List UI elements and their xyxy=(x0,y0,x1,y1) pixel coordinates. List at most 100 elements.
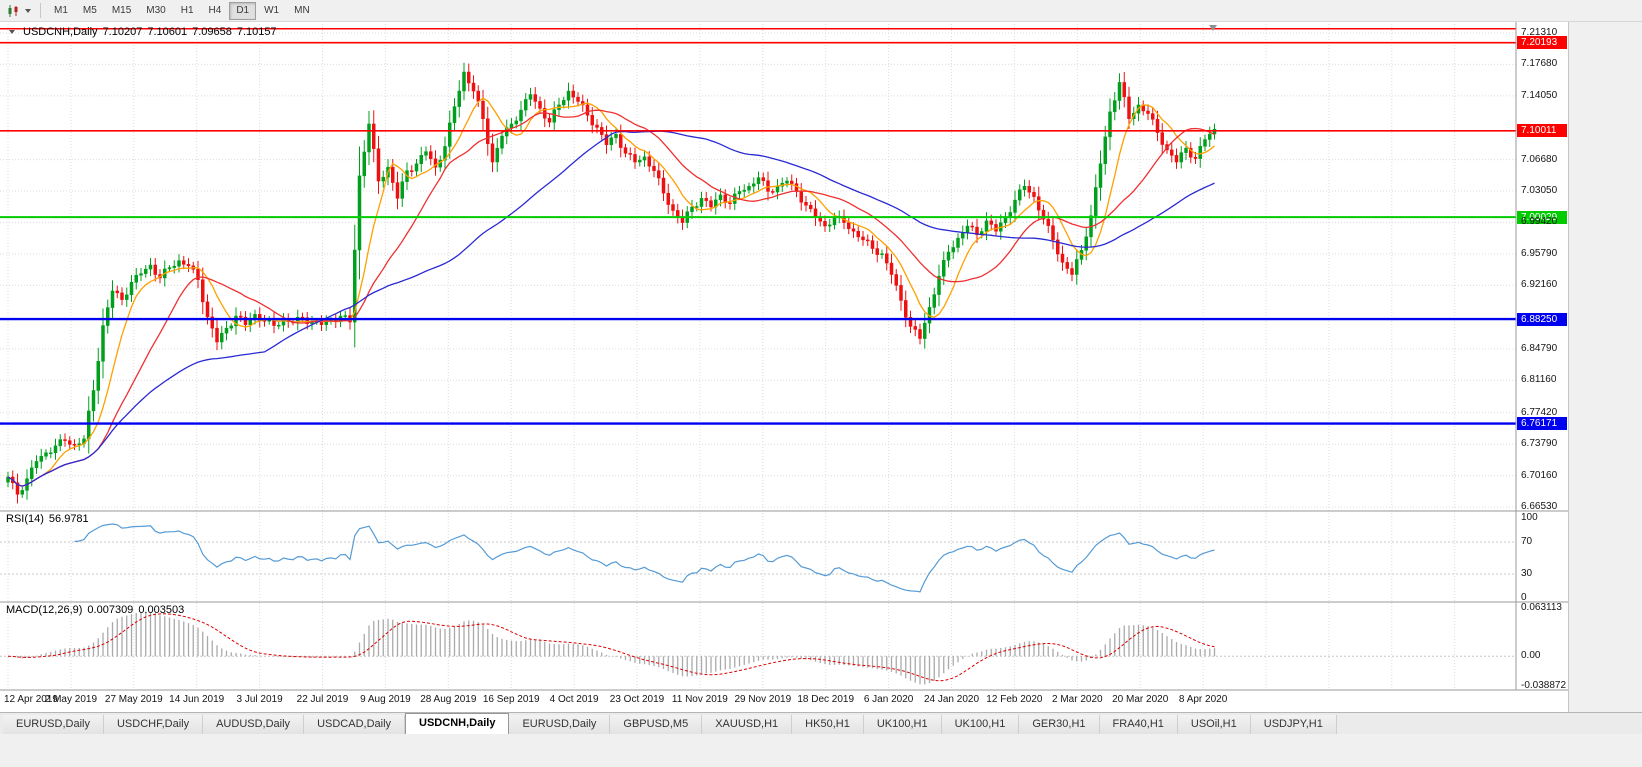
timeframe-button-mn[interactable]: MN xyxy=(287,2,317,20)
candle-body xyxy=(490,143,495,163)
candle-body xyxy=(167,267,172,270)
candle-body xyxy=(177,260,181,267)
candle-body xyxy=(661,177,666,194)
timeframe-button-w1[interactable]: W1 xyxy=(257,2,286,20)
candle-body xyxy=(737,191,742,195)
candle-body xyxy=(576,96,580,102)
candle-body xyxy=(604,134,609,145)
timeframe-button-m30[interactable]: M30 xyxy=(139,2,172,20)
candle-body xyxy=(1170,149,1174,156)
candle-body xyxy=(1032,192,1036,197)
candle-body xyxy=(153,264,157,275)
candle-body xyxy=(609,137,613,145)
candle-body xyxy=(894,274,898,286)
candle-body xyxy=(1046,218,1050,226)
candle-body xyxy=(908,317,913,327)
candle-body xyxy=(885,253,889,264)
candle-body xyxy=(861,236,865,241)
chart-tab-eurusd-daily[interactable]: EURUSD,Daily xyxy=(509,715,611,734)
candle-body xyxy=(144,268,148,274)
high-value: 7.10601 xyxy=(147,26,188,38)
chart-tab-audusd-daily[interactable]: AUDUSD,Daily xyxy=(203,715,305,734)
candle-body xyxy=(538,101,542,109)
candle-body xyxy=(771,191,775,193)
candle-body xyxy=(381,176,385,182)
chart-tab-usoil-h1[interactable]: USOil,H1 xyxy=(1177,715,1251,734)
candle-body xyxy=(68,440,72,445)
chart-tab-uk100-h1[interactable]: UK100,H1 xyxy=(941,715,1020,734)
candle-body xyxy=(1051,225,1055,241)
candle-body xyxy=(457,90,461,107)
candle-body xyxy=(110,290,115,308)
timeframe-button-m1[interactable]: M1 xyxy=(47,2,75,20)
candle-body xyxy=(752,183,756,187)
chart-tab-ger30-h1[interactable]: GER30,H1 xyxy=(1019,715,1100,734)
chart-tab-usdcnh-daily[interactable]: USDCNH,Daily xyxy=(405,713,510,734)
candle-body xyxy=(1018,189,1022,201)
timeframe-button-d1[interactable]: D1 xyxy=(229,1,257,20)
candle-body xyxy=(638,159,642,163)
candle-body xyxy=(509,123,514,128)
toolbar-separator xyxy=(40,3,41,18)
candle-body xyxy=(889,262,894,275)
candle-body xyxy=(571,90,575,98)
candle-body xyxy=(1160,132,1164,145)
candle-body xyxy=(277,324,281,327)
chart-tab-usdcad-daily[interactable]: USDCAD,Daily xyxy=(304,715,406,734)
candle-body xyxy=(514,120,518,125)
candle-body xyxy=(1022,185,1027,191)
chart-tab-gbpusd-m5[interactable]: GBPUSD,M5 xyxy=(610,715,703,734)
candle-body xyxy=(1084,236,1088,251)
candle-body xyxy=(376,148,381,182)
candle-body xyxy=(63,439,67,441)
chart-tab-uk100-h1[interactable]: UK100,H1 xyxy=(863,715,942,734)
candle-body xyxy=(96,361,100,391)
candle-body xyxy=(201,279,205,303)
candle-body xyxy=(120,292,124,300)
candle-body xyxy=(775,185,780,193)
timeframe-button-h4[interactable]: H4 xyxy=(202,2,229,20)
candle-body xyxy=(196,269,200,280)
candle-body xyxy=(652,165,656,171)
chart-tab-fra40-h1[interactable]: FRA40,H1 xyxy=(1099,715,1178,734)
chart-tab-usdjpy-h1[interactable]: USDJPY,H1 xyxy=(1250,715,1337,734)
chart-tab-xauusd-h1[interactable]: XAUUSD,H1 xyxy=(702,715,793,734)
candle-body xyxy=(353,249,357,323)
chart-tab-eurusd-daily[interactable]: EURUSD,Daily xyxy=(3,715,104,734)
candle-body xyxy=(614,134,618,139)
candle-body xyxy=(1203,139,1207,147)
timeframe-button-h1[interactable]: H1 xyxy=(174,2,201,20)
candle-body xyxy=(628,153,632,155)
candle-body xyxy=(448,122,452,147)
candle-body xyxy=(248,319,252,325)
candle-body xyxy=(590,115,594,126)
timeframe-button-m5[interactable]: M5 xyxy=(76,2,104,20)
candle-body xyxy=(923,322,927,339)
chart-type-dropdown-icon[interactable] xyxy=(25,8,31,13)
candle-body xyxy=(186,264,191,267)
candle-body xyxy=(566,90,571,101)
candle-body xyxy=(704,198,708,201)
candle-body xyxy=(733,193,737,204)
candle-body xyxy=(1070,268,1074,275)
candle-body xyxy=(414,163,419,172)
chart-tab-usdchf-daily[interactable]: USDCHF,Daily xyxy=(103,715,204,734)
candle-body xyxy=(243,316,248,325)
chart-menu-icon[interactable] xyxy=(9,30,15,34)
candle-body xyxy=(476,90,480,102)
chart-symbol-period: USDCNH,Daily xyxy=(23,26,98,38)
ma-line-55 xyxy=(7,130,1215,487)
candle-body xyxy=(1103,136,1107,164)
candle-body xyxy=(970,225,974,228)
chart-type-icon[interactable] xyxy=(4,2,22,20)
chart-canvas[interactable] xyxy=(0,22,1568,712)
candle-body xyxy=(899,285,903,301)
candle-body xyxy=(1113,100,1117,113)
chart-region: 7.20193 7.10011 7.00029 6.88250 6.76171 7.213… xyxy=(0,22,1568,712)
candle-body xyxy=(1117,82,1122,101)
candle-body xyxy=(419,155,423,164)
candle-body xyxy=(229,325,233,329)
timeframe-button-m15[interactable]: M15 xyxy=(105,2,138,20)
candle-body xyxy=(728,202,732,204)
chart-tab-hk50-h1[interactable]: HK50,H1 xyxy=(792,715,864,734)
